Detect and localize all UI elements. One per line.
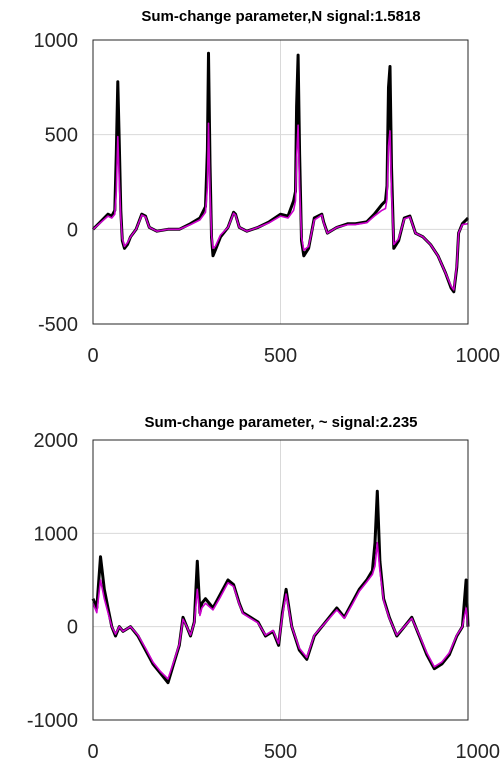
- y-tick-label: 1000: [34, 30, 79, 52]
- y-tick-label: -500: [38, 314, 78, 336]
- series-group: [91, 489, 470, 685]
- y-tick-label: 1000: [34, 523, 79, 545]
- x-tick-label: 0: [87, 741, 98, 763]
- series-group: [91, 51, 470, 294]
- x-tick-label: 500: [264, 741, 297, 763]
- chart-bottom: Sum-change parameter, ~ signal:2.235 0 50…: [27, 414, 500, 763]
- y-tick-labels: -500 0 500 1000: [34, 30, 79, 336]
- y-tick-labels: -1000 0 1000 2000: [27, 430, 78, 732]
- x-tick-labels: 0 500 1000: [87, 345, 500, 367]
- y-tick-label: 0: [67, 617, 78, 639]
- series-line-magenta: [92, 122, 469, 291]
- chart-title: Sum-change parameter, ~ signal:2.235: [144, 414, 417, 431]
- axes-border: [92, 39, 469, 325]
- y-tick-label: 0: [67, 219, 78, 241]
- chart-top: Sum-change parameter,N signal:1.5818 0 50…: [34, 8, 501, 367]
- axes-border: [92, 439, 469, 721]
- y-tick-label: 500: [45, 125, 78, 147]
- x-tick-labels: 0 500 1000: [87, 741, 500, 763]
- y-tick-label: 2000: [34, 430, 79, 452]
- chart-title: Sum-change parameter,N signal:1.5818: [141, 8, 420, 25]
- x-tick-label: 0: [87, 345, 98, 367]
- series-line-magenta: [92, 541, 469, 680]
- x-tick-label: 1000: [456, 741, 501, 763]
- x-tick-label: 500: [264, 345, 297, 367]
- series-line-black: [91, 489, 470, 685]
- x-tick-label: 1000: [456, 345, 501, 367]
- y-tick-label: -1000: [27, 710, 78, 732]
